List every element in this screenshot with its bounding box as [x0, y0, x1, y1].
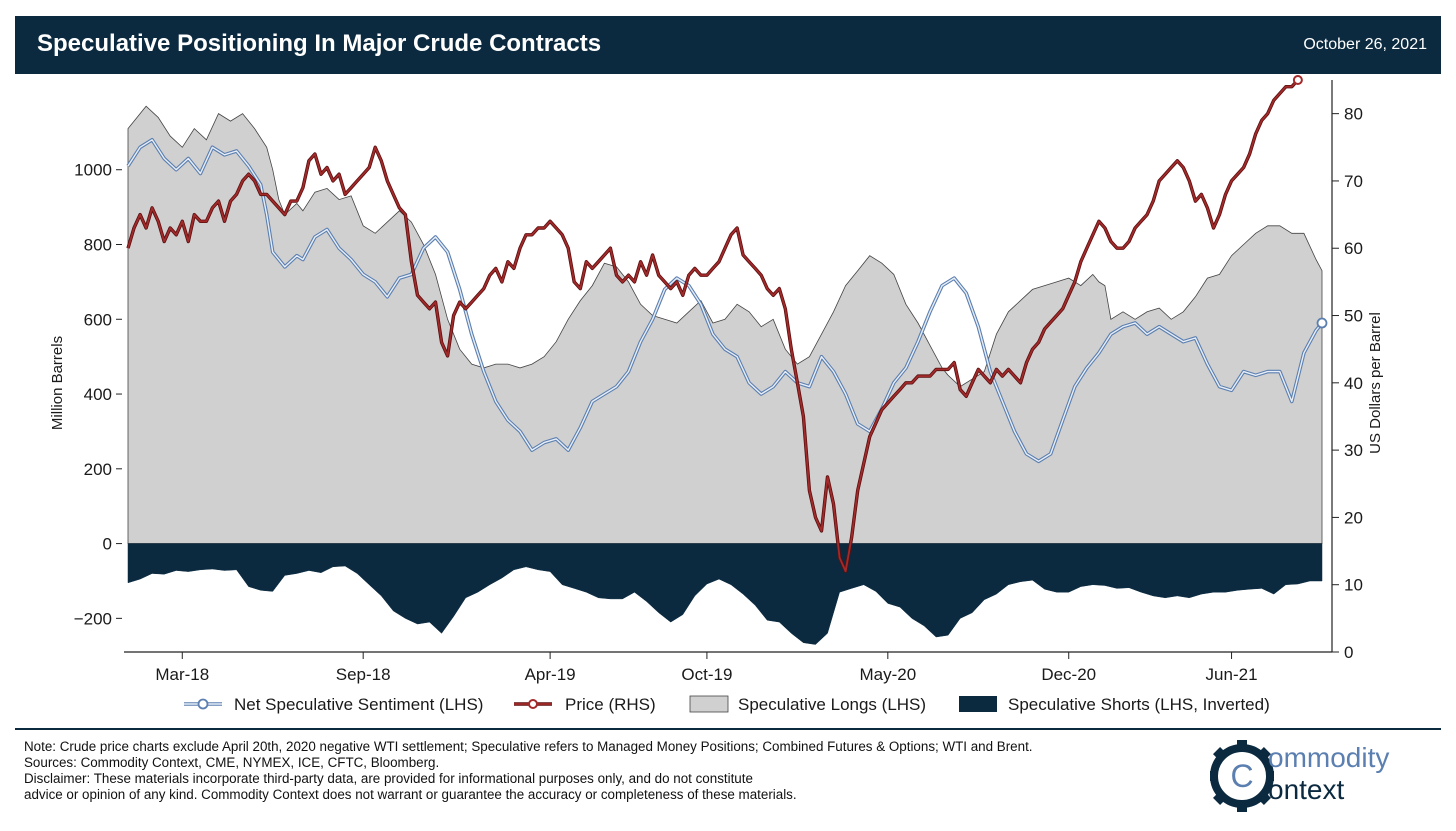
legend: Net Speculative Sentiment (LHS) Price (RH…	[184, 695, 1270, 714]
legend-net-marker	[197, 698, 209, 710]
commodity-context-logo: C ommodity ontext	[1206, 734, 1440, 814]
right-tick-label: 20	[1344, 508, 1363, 527]
shorts-area-group	[127, 543, 1323, 645]
x-tick-label: Sep-18	[336, 665, 391, 684]
longs-area-group	[127, 105, 1323, 544]
price-line	[127, 79, 1299, 573]
price-end-marker	[1292, 75, 1303, 85]
legend-shorts-swatch	[959, 696, 997, 712]
shorts-area	[127, 543, 1323, 645]
chart-title: Speculative Positioning In Major Crude C…	[37, 30, 602, 57]
chart-canvas: −200 0 200 400 600 800 1000 0 10 20 30 40 50 60 70 80 Ma…	[49, 75, 1384, 714]
right-tick-label: 0	[1344, 643, 1353, 662]
x-tick-label: Dec-20	[1041, 665, 1096, 684]
right-tick-label: 10	[1344, 576, 1363, 595]
left-tick-label: −200	[74, 609, 112, 628]
sources-line: Sources: Commodity Context, CME, NYMEX, …	[24, 755, 440, 770]
gear-icon: C	[1206, 740, 1278, 812]
logo-letter: C	[1230, 758, 1253, 794]
right-tick-label: 70	[1344, 172, 1363, 191]
net-end-marker	[1316, 317, 1328, 329]
right-tick-label: 80	[1344, 105, 1363, 124]
right-tick-label: 60	[1344, 239, 1363, 258]
legend-label-price: Price (RHS)	[565, 695, 656, 714]
legend-label-longs: Speculative Longs (LHS)	[738, 695, 926, 714]
x-tick-label: Oct-19	[681, 665, 732, 684]
logo-text-context: ontext	[1268, 774, 1345, 805]
header-bar: Speculative Positioning In Major Crude C…	[15, 16, 1441, 74]
disclaimer-line: advice or opinion of any kind. Commodity…	[24, 787, 797, 802]
left-tick-label: 0	[103, 535, 112, 554]
right-tick-label: 30	[1344, 441, 1363, 460]
left-tick-label: 200	[84, 460, 112, 479]
right-axis-title: US Dollars per Barrel	[1367, 312, 1384, 454]
left-tick-label: 400	[84, 385, 112, 404]
net-line-group	[126, 138, 1328, 464]
logo-text-commodity: ommodity	[1268, 742, 1390, 773]
longs-area	[127, 105, 1323, 544]
legend-price-marker	[528, 699, 538, 709]
report-date: October 26, 2021	[1303, 36, 1427, 53]
legend-label-shorts: Speculative Shorts (LHS, Inverted)	[1008, 695, 1270, 714]
x-tick-label: Jun-21	[1206, 665, 1258, 684]
right-tick-label: 50	[1344, 307, 1363, 326]
legend-longs-swatch	[689, 695, 729, 713]
axes-group: −200 0 200 400 600 800 1000 0 10 20 30 40 50 60 70 80 Ma…	[49, 80, 1384, 684]
left-axis-title: Million Barrels	[49, 336, 66, 430]
disclaimer-line: Disclaimer: These materials incorporate …	[24, 771, 753, 786]
legend-label-net: Net Speculative Sentiment (LHS)	[234, 695, 483, 714]
left-tick-label: 1000	[74, 161, 112, 180]
net-line	[127, 139, 1323, 462]
x-tick-label: May-20	[859, 665, 916, 684]
x-tick-label: Mar-18	[155, 665, 209, 684]
footer-notes: Note: Crude price charts exclude April 2…	[24, 739, 1184, 803]
note-line: Note: Crude price charts exclude April 2…	[24, 739, 1033, 754]
x-tick-label: Apr-19	[525, 665, 576, 684]
left-tick-label: 600	[84, 310, 112, 329]
footer-divider	[15, 728, 1441, 730]
right-tick-label: 40	[1344, 374, 1363, 393]
price-line-group	[126, 75, 1303, 573]
left-tick-label: 800	[84, 235, 112, 254]
